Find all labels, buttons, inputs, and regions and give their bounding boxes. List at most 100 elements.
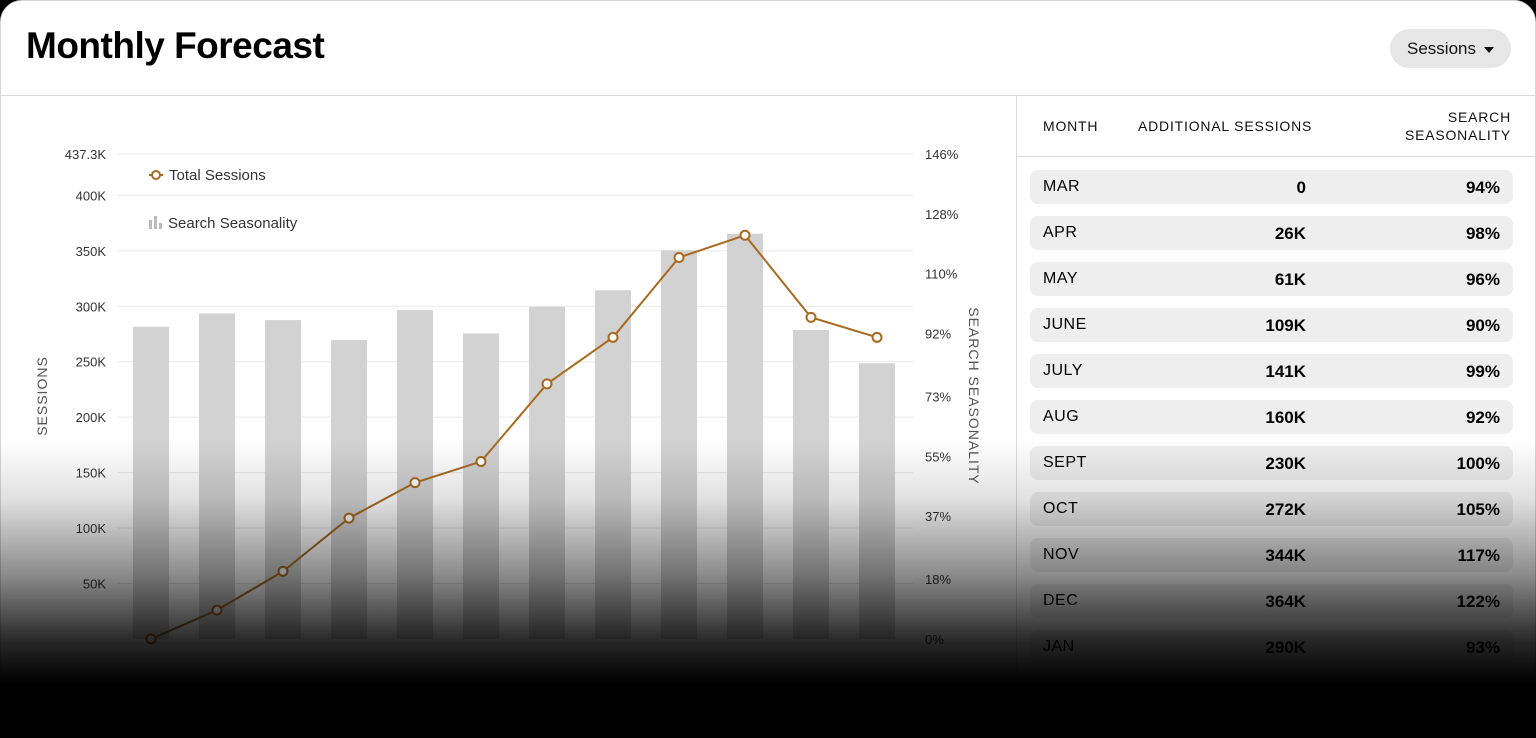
cell-seasonality: 93% <box>1465 638 1500 657</box>
y2-tick-label: 73% <box>925 390 951 405</box>
cell-seasonality: 90% <box>1465 316 1500 335</box>
cell-seasonality: 117% <box>1457 546 1500 565</box>
y-tick-label: 300K <box>76 299 107 314</box>
legend-total-sessions: Total Sessions <box>169 167 266 184</box>
cell-seasonality: 99% <box>1465 362 1500 381</box>
sessions-point-mar <box>145 633 157 645</box>
panel-divider <box>1016 96 1017 737</box>
y-tick-label: 50K <box>83 577 106 592</box>
cell-month: AUG <box>1043 408 1080 425</box>
caret-down-icon <box>1483 46 1494 53</box>
cell-sessions: 141K <box>1265 362 1306 381</box>
y2-axis-title: SEARCH SEASONALITY <box>966 307 982 485</box>
y-tick-label: 350K <box>76 244 107 259</box>
metric-dropdown-label: Sessions <box>1407 38 1476 58</box>
legend-bar-swatch-3 <box>159 223 162 229</box>
cell-sessions: 344K <box>1265 546 1306 565</box>
y2-tick-label: 110% <box>925 267 958 282</box>
y-tick-label: 200K <box>76 410 107 425</box>
chart-svg: 437.3K 400K 350K 300K 250K 200K 150K 100K 50K 146… <box>34 147 982 647</box>
cell-sessions: 109K <box>1265 316 1306 335</box>
sessions-line <box>150 234 878 640</box>
sessions-point-feb <box>871 331 883 343</box>
table-header: MONTH ADDITIONAL SESSIONS SEARCH SEASONA… <box>1017 96 1535 157</box>
sessions-point-aug <box>475 456 487 468</box>
cell-sessions: 272K <box>1265 500 1306 519</box>
y2-tick-label: 146% <box>925 147 959 162</box>
cell-sessions: 0 <box>1296 178 1306 197</box>
cell-sessions: 364K <box>1265 592 1306 611</box>
y-tick-label: 250K <box>76 355 107 370</box>
cell-month: JULY <box>1043 362 1083 379</box>
y-tick-label: 100K <box>76 521 107 536</box>
column-header-sessions: ADDITIONAL SESSIONS <box>1138 118 1313 134</box>
cell-seasonality: 122% <box>1456 592 1500 611</box>
y2-tick-label: 128% <box>925 207 959 222</box>
y2-tick-label: 92% <box>925 326 951 341</box>
bar-july <box>397 310 433 639</box>
sessions-point-dec <box>739 229 751 241</box>
forecast-chart: 437.3K 400K 350K 300K 250K 200K 150K 100K 50K 146… <box>1 96 1016 737</box>
column-header-month: MONTH <box>1043 118 1099 134</box>
table-row[interactable]: NOV 344K 117% <box>1030 538 1513 572</box>
column-header-seasonality: SEARCH SEASONALITY <box>1404 109 1511 143</box>
card-header: Monthly Forecast Sessions <box>1 1 1535 96</box>
forecast-table: MONTH ADDITIONAL SESSIONS SEARCH SEASONA… <box>1017 96 1535 737</box>
legend-bar-swatch-2 <box>154 216 157 229</box>
cell-month: OCT <box>1043 500 1079 517</box>
bar-feb <box>859 363 895 639</box>
cell-sessions: 160K <box>1265 408 1306 427</box>
sessions-point-jan <box>805 311 817 323</box>
metric-dropdown[interactable]: Sessions <box>1390 29 1511 68</box>
y-axis-title: SESSIONS <box>34 356 50 436</box>
table-row[interactable]: JAN 290K 93% <box>1030 630 1513 664</box>
cell-month: SEPT <box>1043 454 1087 471</box>
sessions-point-june <box>343 512 355 524</box>
bar-may <box>265 320 301 639</box>
bar-aug <box>463 333 499 639</box>
table-row[interactable]: JULY 141K 99% <box>1030 354 1513 388</box>
cell-month: MAR <box>1043 178 1081 195</box>
bar-jan <box>793 330 829 639</box>
y2-tick-label: 37% <box>925 509 951 524</box>
sessions-point-may <box>277 565 289 577</box>
bar-dec <box>727 233 763 640</box>
table-row[interactable]: OCT 272K 105% <box>1030 492 1513 526</box>
page-title: Monthly Forecast <box>26 25 325 66</box>
cell-seasonality: 96% <box>1465 270 1500 289</box>
sessions-point-apr <box>211 604 223 616</box>
cell-month: MAY <box>1043 270 1078 287</box>
y2-tick-label: 18% <box>925 572 951 587</box>
table-row[interactable]: MAY 61K 96% <box>1030 262 1513 296</box>
table-row[interactable]: SEPT 230K 100% <box>1030 446 1513 480</box>
y-tick-label: 400K <box>76 188 107 203</box>
table-row[interactable]: JUNE 109K 90% <box>1030 308 1513 342</box>
cell-sessions: 230K <box>1265 454 1306 473</box>
bar-nov <box>661 250 697 639</box>
legend-bar-swatch-1 <box>149 220 152 229</box>
table-row[interactable]: APR 26K 98% <box>1030 216 1513 250</box>
sessions-point-oct <box>607 331 619 343</box>
cell-sessions: 61K <box>1274 270 1306 289</box>
y2-tick-label: 55% <box>925 449 951 464</box>
bar-june <box>331 340 367 639</box>
sessions-point-nov <box>673 251 685 263</box>
table-row[interactable]: DEC 364K 122% <box>1030 584 1513 618</box>
bar-apr <box>199 313 235 639</box>
cell-month: JAN <box>1043 638 1075 655</box>
cell-month: APR <box>1043 224 1078 241</box>
y2-tick-label: 0% <box>925 632 944 647</box>
bar-mar <box>133 326 169 639</box>
cell-sessions: 26K <box>1274 224 1306 243</box>
cell-seasonality: 98% <box>1465 224 1500 243</box>
cell-seasonality: 94% <box>1465 178 1500 197</box>
table-row[interactable]: AUG 160K 92% <box>1030 400 1513 434</box>
table-row[interactable]: MAR 0 94% <box>1030 170 1513 204</box>
legend-line-marker <box>151 170 161 180</box>
cell-seasonality: 92% <box>1465 408 1500 427</box>
y-tick-label: 150K <box>76 466 107 481</box>
cell-sessions: 290K <box>1265 638 1306 657</box>
cell-seasonality: 100% <box>1456 454 1500 473</box>
bar-sept <box>529 306 565 639</box>
